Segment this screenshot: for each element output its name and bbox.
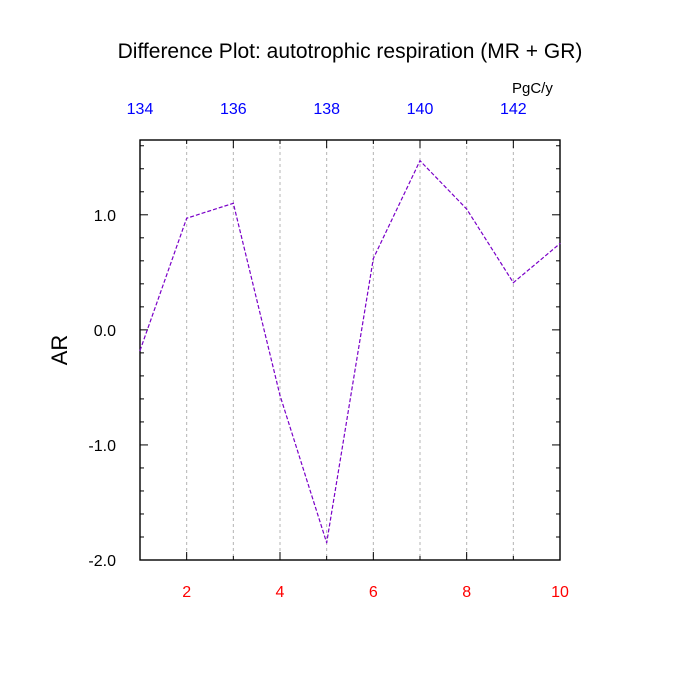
x-tick-label: 10 <box>551 584 569 601</box>
top-tick-label: 138 <box>313 101 340 118</box>
plot-frame <box>139 139 561 561</box>
top-axis-unit: PgC/y <box>512 80 553 97</box>
top-tick-label: 134 <box>127 101 154 118</box>
data-point <box>512 282 514 284</box>
y-tick-label: -2.0 <box>88 553 116 570</box>
data-point <box>559 242 561 245</box>
y-tick-label: -1.0 <box>88 438 116 455</box>
data-point <box>326 542 328 544</box>
top-tick-label: 140 <box>407 101 434 118</box>
y-tick-label: 1.0 <box>94 208 116 225</box>
y-tick-label: 0.0 <box>94 323 116 340</box>
data-point <box>419 160 421 162</box>
data-point <box>279 394 281 397</box>
chart-title: Difference Plot: autotrophic respiration… <box>117 40 583 63</box>
top-tick-label: 136 <box>220 101 247 118</box>
data-point <box>372 257 374 260</box>
series-line <box>139 159 561 543</box>
top-tick-label: 142 <box>500 101 527 118</box>
x-tick-label: 4 <box>276 584 285 601</box>
x-tick-label: 6 <box>369 584 378 601</box>
data-point <box>139 349 141 352</box>
x-tick-label: 8 <box>462 584 471 601</box>
data-point <box>186 217 188 219</box>
data-point <box>232 202 234 204</box>
data-point <box>466 208 468 210</box>
x-tick-label: 2 <box>182 584 191 601</box>
